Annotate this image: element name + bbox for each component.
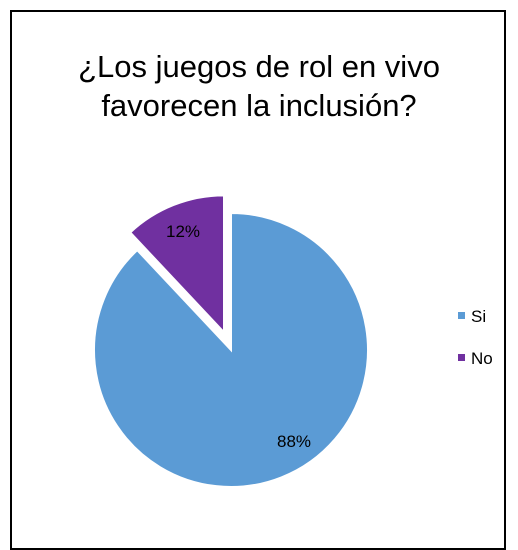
legend-item-si: Si [458, 307, 486, 327]
pie-chart: 88% 12% [93, 194, 369, 488]
legend-item-no: No [458, 349, 493, 369]
data-label-no: 12% [166, 222, 200, 241]
legend-label-no: No [471, 349, 493, 368]
chart-title: ¿Los juegos de rol en vivo favorecen la … [0, 48, 518, 126]
chart-title-line-2: favorecen la inclusión? [101, 87, 417, 123]
legend-swatch-si [458, 312, 465, 320]
legend-label-si: Si [471, 307, 487, 326]
legend-swatch-no [458, 354, 465, 362]
pie-slice-no [128, 194, 226, 335]
chart-title-line-1: ¿Los juegos de rol en vivo [78, 49, 440, 84]
pie-slice-si [93, 211, 369, 488]
data-label-si: 88% [277, 432, 311, 451]
